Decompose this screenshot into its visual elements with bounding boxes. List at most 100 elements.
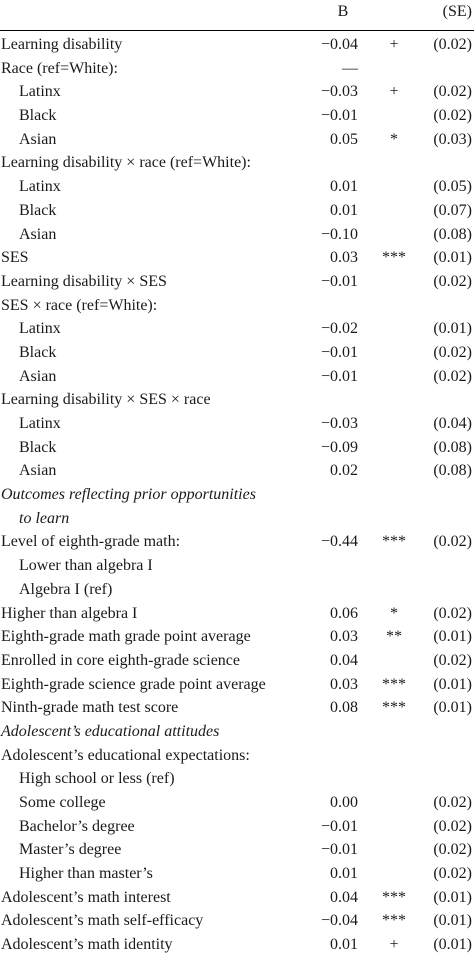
table-row: SES × race (ref=White): <box>0 294 474 318</box>
table-row: Learning disability × race (ref=White): <box>0 151 474 175</box>
coefficient-b: −0.01 <box>320 817 358 835</box>
standard-error: (0.01) <box>433 249 472 267</box>
table-row: Bachelor’s degree −0.01 (0.02) <box>0 815 474 839</box>
table-row: Race (ref=White): — <box>0 57 474 81</box>
standard-error: (0.02) <box>433 865 472 883</box>
coefficient-b: −0.02 <box>320 320 358 338</box>
header-b: B <box>337 3 349 20</box>
coefficient-b: −0.04 <box>320 912 358 930</box>
row-label: Higher than master’s <box>19 865 153 883</box>
table-row: Learning disability × SES −0.01 (0.02) <box>0 270 474 294</box>
coefficient-b: −0.03 <box>320 83 358 101</box>
standard-error: (0.04) <box>433 415 472 432</box>
header-se: (SE) <box>442 3 472 20</box>
coefficient-b: −0.01 <box>320 272 358 290</box>
coefficient-b: −0.01 <box>320 343 358 361</box>
table-row: Level of eighth-grade math: −0.44 *** (0.02… <box>0 530 474 554</box>
table-row: Asian 0.02 (0.08) <box>0 459 474 483</box>
row-label: Lower than algebra I <box>19 557 153 575</box>
standard-error: (0.02) <box>433 83 472 101</box>
coefficient-b: −0.04 <box>320 36 358 53</box>
standard-error: (0.02) <box>433 817 472 835</box>
row-label: Asian <box>19 462 57 480</box>
table-row: Black −0.01 (0.02) <box>0 341 474 365</box>
row-label: Enrolled in core eighth-grade science <box>1 651 240 669</box>
row-label: Adolescent’s math interest <box>1 888 171 906</box>
row-label: High school or less (ref) <box>19 770 175 788</box>
row-label: Ninth-grade math test score <box>1 699 179 717</box>
table-row: Outcomes reflecting prior opportunities <box>0 483 474 507</box>
table-row: Black −0.01 (0.02) <box>0 104 474 128</box>
table-row: Lower than algebra I <box>0 554 474 578</box>
significance-marker: + <box>389 83 399 101</box>
table-row: to learn <box>0 507 474 531</box>
table-row: Asian −0.01 (0.02) <box>0 365 474 389</box>
coefficient-b: 0.03 <box>330 675 358 693</box>
table-row: Adolescent’s educational expectations: <box>0 744 474 768</box>
table-row: Enrolled in core eighth-grade science 0.0… <box>0 649 474 673</box>
significance-marker: *** <box>382 888 406 906</box>
row-label: Adolescent’s educational expectations: <box>1 746 250 764</box>
standard-error: (0.02) <box>433 272 472 290</box>
row-label: SES <box>1 249 29 267</box>
coefficient-b: 0.00 <box>330 794 358 811</box>
table-row: Black −0.09 (0.08) <box>0 436 474 460</box>
row-label: Latinx <box>19 320 61 338</box>
standard-error: (0.07) <box>433 201 472 219</box>
row-label: Black <box>19 343 57 361</box>
standard-error: (0.02) <box>433 367 472 385</box>
row-label: to learn <box>19 509 70 527</box>
table-row: Eighth-grade science grade point average… <box>0 673 474 697</box>
coefficient-b: 0.05 <box>330 130 358 148</box>
row-label: Higher than algebra I <box>1 604 138 622</box>
row-label: Learning disability × SES × race <box>1 391 211 409</box>
table-row: Adolescent’s math interest 0.04 *** (0.01) <box>0 886 474 910</box>
coefficient-b: 0.01 <box>330 178 358 196</box>
standard-error: (0.02) <box>433 604 472 622</box>
coefficient-b: 0.01 <box>330 201 358 219</box>
row-label: Asian <box>19 225 57 243</box>
standard-error: (0.01) <box>433 628 472 646</box>
coefficient-b: −0.10 <box>320 225 358 243</box>
row-label: Latinx <box>19 178 61 196</box>
significance-marker: * <box>390 130 398 148</box>
standard-error: (0.02) <box>433 36 472 53</box>
significance-marker: *** <box>382 912 406 930</box>
table-header: B (SE) <box>0 0 474 24</box>
significance-marker: + <box>389 936 399 954</box>
standard-error: (0.02) <box>433 343 472 361</box>
row-label: Level of eighth-grade math: <box>1 533 181 551</box>
row-label: Black <box>19 438 57 456</box>
table-row: Adolescent’s math self-efficacy −0.04 *** (… <box>0 909 474 933</box>
table-row: Master’s degree −0.01 (0.02) <box>0 838 474 862</box>
table-row: Higher than master’s 0.01 (0.02) <box>0 862 474 886</box>
standard-error: (0.08) <box>433 438 472 456</box>
standard-error: (0.02) <box>433 107 472 125</box>
significance-marker: + <box>389 36 399 53</box>
table-row: Asian 0.05 * (0.03) <box>0 128 474 152</box>
table-row: Some college 0.00 (0.02) <box>0 791 474 815</box>
table-row: Black 0.01 (0.07) <box>0 199 474 223</box>
standard-error: (0.01) <box>433 912 472 930</box>
table-row: Algebra I (ref) <box>0 578 474 602</box>
coefficient-b: 0.03 <box>330 249 358 267</box>
table-row: Eighth-grade math grade point average 0.0… <box>0 625 474 649</box>
table-row: SES 0.03 *** (0.01) <box>0 246 474 270</box>
standard-error: (0.02) <box>433 533 472 551</box>
row-label: Asian <box>19 130 57 148</box>
row-label: Latinx <box>19 415 61 432</box>
row-label: Master’s degree <box>19 841 122 859</box>
significance-marker: *** <box>382 675 406 693</box>
row-label: Learning disability <box>1 36 123 53</box>
row-label: Adolescent’s educational attitudes <box>1 722 220 740</box>
standard-error: (0.01) <box>433 320 472 338</box>
significance-marker: ** <box>386 628 402 646</box>
row-label: Race (ref=White): <box>1 59 118 77</box>
standard-error: (0.03) <box>433 130 472 148</box>
standard-error: (0.02) <box>433 841 472 859</box>
row-label: Some college <box>19 794 106 811</box>
table-row: Latinx −0.03 + (0.02) <box>0 80 474 104</box>
coefficient-b: −0.44 <box>320 533 358 551</box>
coefficient-b: 0.02 <box>330 462 358 480</box>
